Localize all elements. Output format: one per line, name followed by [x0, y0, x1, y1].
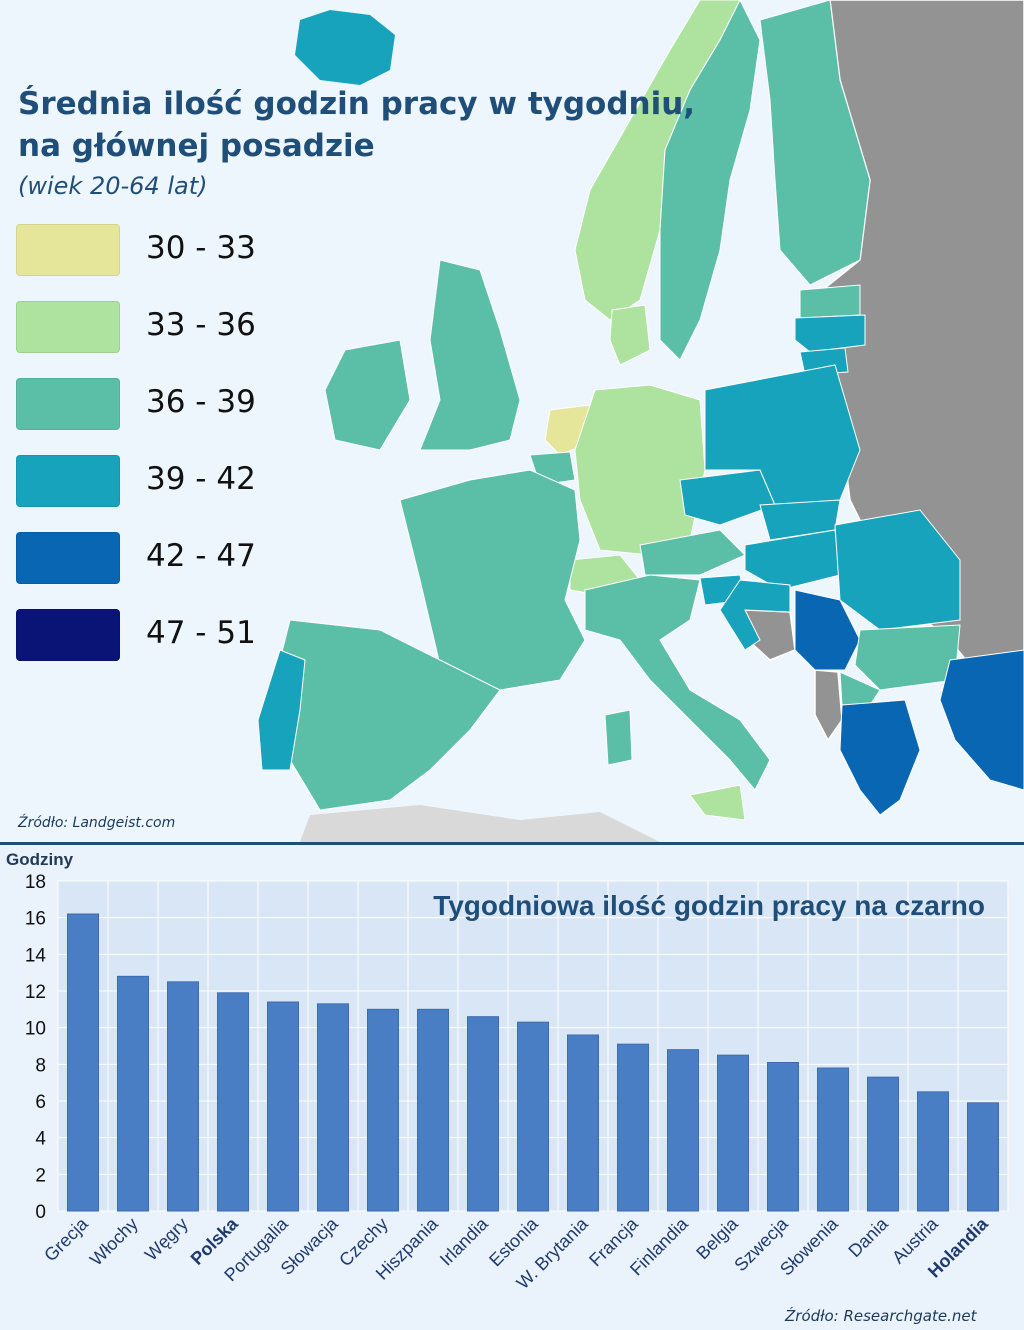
- legend-item: 30 - 33: [16, 224, 296, 276]
- y-tick-label: 10: [25, 1019, 46, 1040]
- bar: [667, 1049, 699, 1212]
- bar: [67, 913, 99, 1212]
- x-tick-label: Włochy: [86, 1214, 142, 1270]
- turkey-region: [939, 649, 1024, 791]
- bar: [117, 975, 149, 1212]
- hungary-region: [744, 529, 841, 591]
- portugal-region: [257, 649, 306, 771]
- bar: [567, 1034, 599, 1212]
- legend-item: 42 - 47: [16, 532, 296, 584]
- y-tick-label: 18: [25, 872, 46, 893]
- legend-label: 30 - 33: [146, 230, 256, 266]
- chart-source: Źródło: Researchgate.net: [785, 1307, 977, 1325]
- finland-region: [759, 0, 871, 286]
- bar: [317, 1003, 349, 1212]
- greece-region: [839, 699, 921, 816]
- y-tick-label: 4: [35, 1129, 46, 1150]
- czechia-region: [679, 469, 776, 526]
- chart-title: Tygodniowa ilość godzin pracy na czarno: [433, 890, 985, 921]
- x-tick-label: Węgry: [141, 1214, 192, 1265]
- y-axis-label: Godziny: [6, 850, 74, 869]
- denmark-region: [609, 304, 651, 366]
- y-tick-label: 0: [35, 1202, 46, 1223]
- iceland-region: [295, 10, 395, 85]
- legend-item: 33 - 36: [16, 301, 296, 353]
- legend-swatch: [16, 455, 120, 507]
- legend-swatch: [16, 609, 120, 661]
- map-subtitle: (wiek 20-64 lat): [18, 172, 208, 200]
- map-panel: Średnia ilość godzin pracy w tygodniu, n…: [16, 0, 1024, 842]
- bar: [967, 1102, 999, 1212]
- austria-region: [639, 529, 746, 576]
- italy-region: [584, 574, 771, 791]
- france-region: [399, 469, 586, 691]
- legend-label: 42 - 47: [146, 538, 256, 574]
- y-tick-label: 12: [25, 982, 46, 1003]
- bar: [767, 1062, 799, 1212]
- serbia-region: [794, 589, 861, 671]
- bar: [417, 1008, 449, 1212]
- estonia-region: [799, 284, 861, 319]
- y-tick-label: 2: [35, 1165, 46, 1186]
- sardinia-region: [604, 709, 633, 766]
- bar: [367, 1008, 399, 1212]
- x-tick-label: Grecja: [40, 1213, 92, 1265]
- map-source: Źródło: Landgeist.com: [18, 815, 176, 831]
- legend-swatch: [16, 378, 120, 430]
- panel-divider: [0, 842, 1024, 845]
- sicily-region: [689, 784, 746, 821]
- bar: [167, 981, 199, 1212]
- x-tick-label: Irlandia: [436, 1213, 493, 1270]
- sweden-region: [659, 0, 761, 361]
- legend-item: 36 - 39: [16, 378, 296, 430]
- y-tick-label: 6: [35, 1092, 46, 1113]
- legend-item: 47 - 51: [16, 609, 296, 661]
- bar: [717, 1054, 749, 1212]
- legend-label: 39 - 42: [146, 461, 256, 497]
- germany-region: [574, 384, 706, 556]
- legend-swatch: [16, 301, 120, 353]
- chart-panel: 0 2 4 6 8 10 12 14 16 18 Godziny Grecja Włochy Węgry P…: [0, 845, 1024, 1330]
- latvia-region: [794, 314, 866, 353]
- bar: [867, 1076, 899, 1212]
- bulgaria-region: [854, 624, 961, 691]
- uk-region: [419, 259, 521, 451]
- legend-label: 33 - 36: [146, 307, 256, 343]
- x-tick-label: Dania: [844, 1213, 892, 1261]
- legend-label: 36 - 39: [146, 384, 256, 420]
- y-tick-label: 14: [25, 945, 47, 966]
- map-title-line2: na głównej posadzie: [18, 128, 375, 164]
- legend-swatch: [16, 532, 120, 584]
- y-tick-label: 16: [25, 909, 46, 930]
- legend-label: 47 - 51: [146, 615, 256, 651]
- map-title-line1: Średnia ilość godzin pracy w tygodniu,: [18, 86, 696, 122]
- africa-region: [300, 805, 660, 842]
- ireland-region: [324, 339, 411, 451]
- bar: [817, 1067, 849, 1212]
- albania-region: [814, 669, 843, 742]
- bar: [217, 992, 249, 1212]
- europe-map: [257, 0, 1024, 842]
- bar: [517, 1021, 549, 1212]
- y-tick-label: 8: [35, 1055, 46, 1076]
- croatia-region: [719, 579, 791, 651]
- legend-swatch: [16, 224, 120, 276]
- legend-item: 39 - 42: [16, 455, 296, 507]
- bar: [467, 1016, 499, 1212]
- bar: [617, 1043, 649, 1212]
- bar: [267, 1001, 299, 1212]
- bar: [917, 1091, 949, 1212]
